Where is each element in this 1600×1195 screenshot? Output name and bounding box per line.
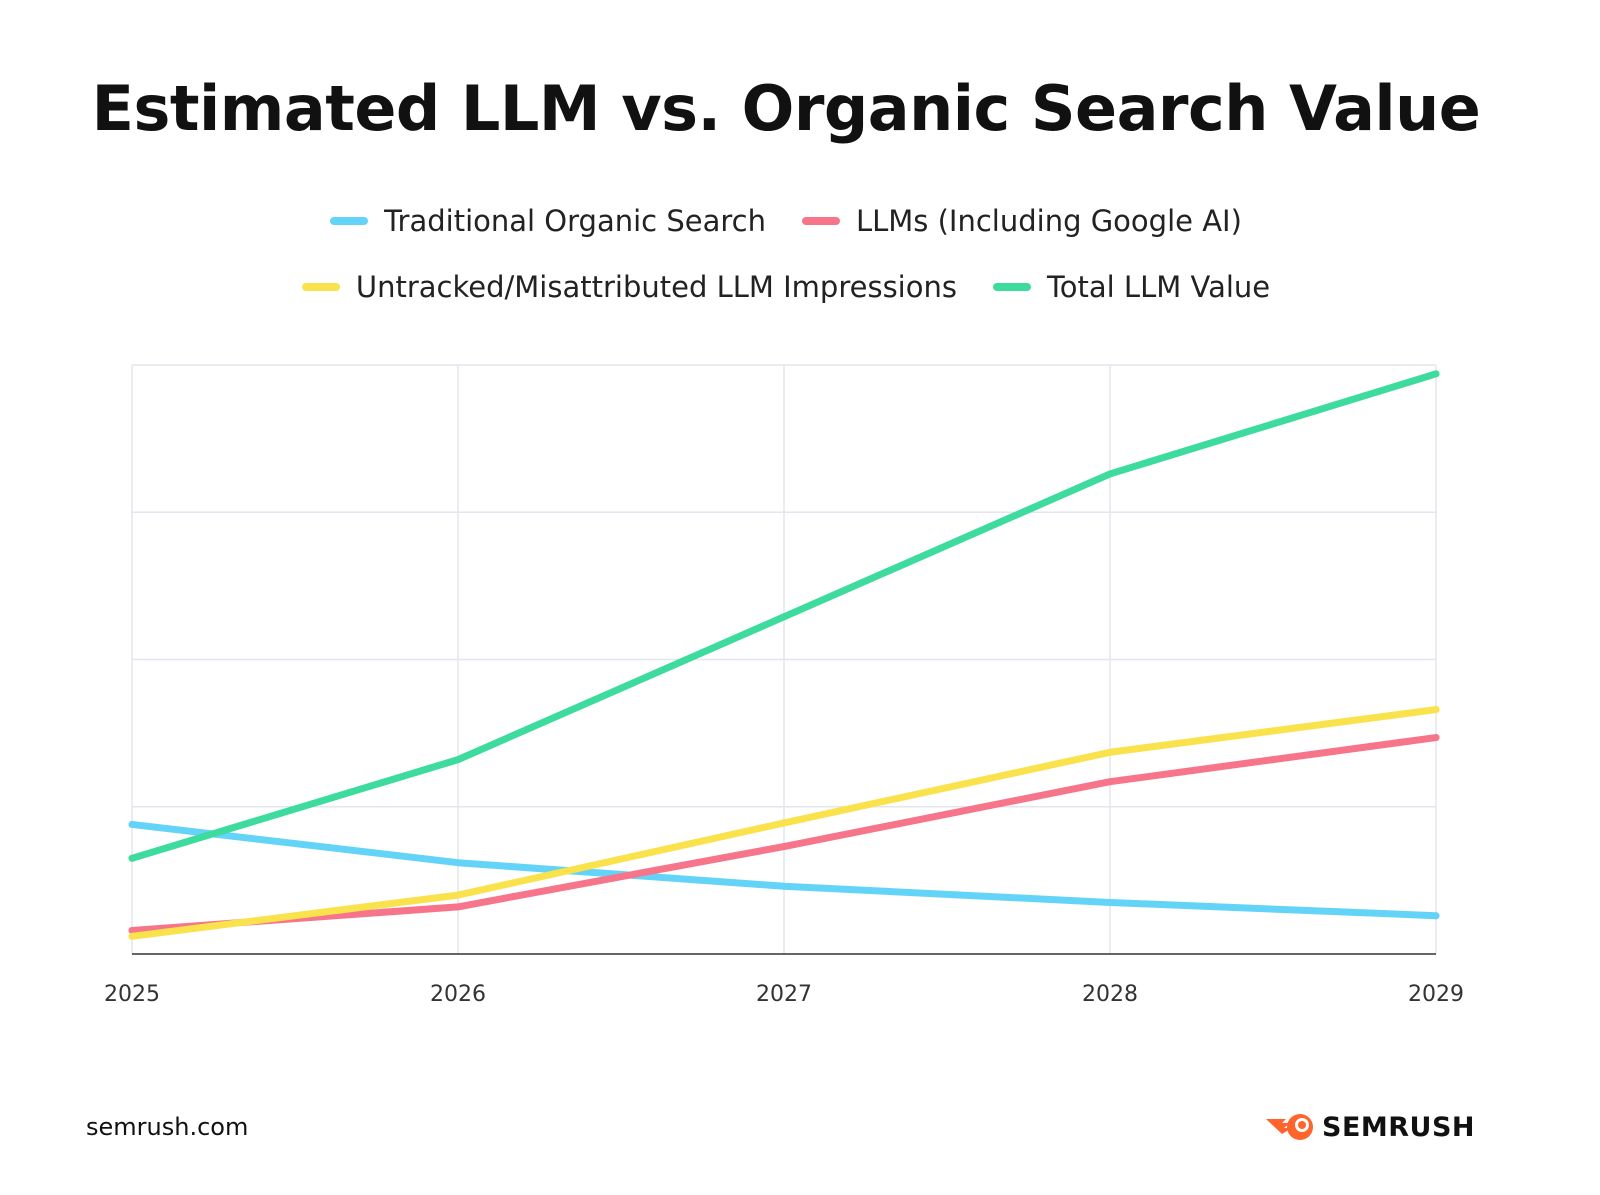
legend-row-1: Traditional Organic Search LLMs (Includi… (0, 204, 1572, 238)
x-tick-label: 2027 (756, 982, 812, 1007)
data-point (128, 820, 136, 828)
legend-label: Traditional Organic Search (384, 204, 766, 238)
legend-item-traditional: Traditional Organic Search (330, 204, 766, 238)
x-tick-label: 2025 (104, 982, 160, 1007)
data-point (1432, 912, 1440, 920)
x-tick-label: 2028 (1082, 982, 1138, 1007)
data-point (1106, 778, 1114, 786)
legend-label: LLMs (Including Google AI) (855, 204, 1242, 238)
legend-item-total: Total LLM Value (992, 270, 1271, 304)
data-point (1432, 370, 1440, 378)
x-tick-label: 2026 (430, 982, 486, 1007)
legend-item-llms: LLMs (Including Google AI) (801, 204, 1242, 238)
data-point (780, 819, 788, 827)
legend-label: Untracked/Misattributed LLM Impressions (355, 270, 957, 304)
legend-label: Total LLM Value (1046, 270, 1271, 304)
legend-item-untracked: Untracked/Misattributed LLM Impressions (301, 270, 957, 304)
data-point (780, 843, 788, 851)
legend-row-2: Untracked/Misattributed LLM Impressions … (0, 270, 1572, 304)
semrush-logo: SEMRUSH (1264, 1110, 1475, 1144)
data-point (780, 882, 788, 890)
data-point (128, 932, 136, 940)
data-point (1106, 898, 1114, 906)
source-url: semrush.com (86, 1113, 249, 1141)
data-point (454, 891, 462, 899)
legend-swatch (992, 283, 1031, 291)
data-point (128, 854, 136, 862)
brand-name: SEMRUSH (1322, 1111, 1476, 1143)
data-point (1106, 470, 1114, 478)
legend-swatch (801, 217, 840, 225)
data-point (454, 859, 462, 867)
data-point (1432, 706, 1440, 714)
data-point (454, 756, 462, 764)
data-point (454, 903, 462, 911)
chart-title: Estimated LLM vs. Organic Search Value (91, 72, 1481, 145)
legend-swatch (330, 217, 369, 225)
data-point (1432, 734, 1440, 742)
line-chart: 2025 2026 2027 2028 2029 (104, 364, 1464, 1007)
data-point (1106, 748, 1114, 756)
legend-swatch (301, 283, 340, 291)
data-point (128, 926, 136, 934)
semrush-flame-icon (1266, 1114, 1313, 1140)
data-point (780, 613, 788, 621)
x-tick-label: 2029 (1408, 982, 1464, 1007)
